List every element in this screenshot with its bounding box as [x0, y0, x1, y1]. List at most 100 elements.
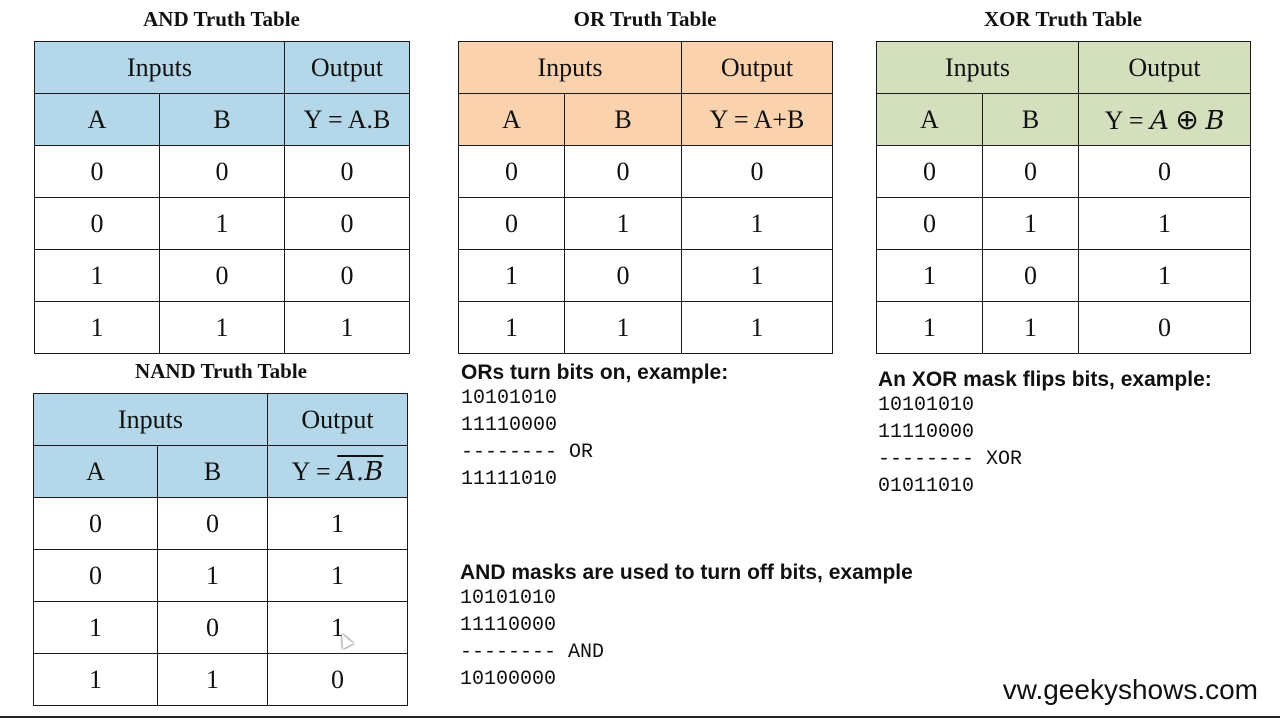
cell: 0: [876, 145, 983, 198]
xor-example-result: 01011010: [878, 475, 975, 498]
or-example: ORs turn bits on, example: 10101010 1111…: [461, 361, 728, 493]
cell: 1: [681, 249, 833, 302]
or-inputs-header: Inputs: [458, 41, 682, 94]
cell: 1: [267, 549, 408, 602]
table-row: 0 0 1: [33, 497, 408, 550]
xor-col-y-b: B: [1205, 106, 1225, 136]
and-example-line1: 10101010: [460, 587, 557, 610]
nand-output-header: Output: [267, 393, 408, 446]
table-row: 1 1 0: [33, 653, 408, 706]
cell: 1: [267, 497, 408, 550]
cell: 1: [681, 197, 833, 250]
cell: 1: [458, 249, 565, 302]
cell: 1: [34, 301, 160, 354]
xor-output-header: Output: [1078, 41, 1251, 94]
cell: 0: [34, 145, 160, 198]
and-table-title: AND Truth Table: [143, 7, 300, 31]
table-row: 1 0 1: [458, 249, 833, 302]
xor-inputs-header: Inputs: [876, 41, 1079, 94]
table-row: 1 0 1: [33, 601, 408, 654]
and-inputs-header: Inputs: [34, 41, 285, 94]
table-row: 0 0 0: [876, 145, 1251, 198]
cell: 0: [458, 197, 565, 250]
table-row: 0 0 0: [34, 145, 410, 198]
xor-col-a: A: [876, 93, 983, 146]
xor-example-separator: -------- XOR: [878, 448, 1023, 471]
cell: 0: [284, 249, 410, 302]
and-output-header: Output: [284, 41, 410, 94]
cell: 1: [564, 197, 682, 250]
cell: 0: [284, 145, 410, 198]
cell: 0: [564, 249, 682, 302]
cell: 0: [159, 249, 285, 302]
or-example-line1: 10101010: [461, 387, 558, 410]
cell: 1: [33, 653, 158, 706]
table-row: 1 1 1: [458, 301, 833, 354]
nand-col-y: Y = A.B: [267, 445, 408, 498]
cell: 1: [876, 301, 983, 354]
and-col-y: Y = A.B: [284, 93, 410, 146]
cell: 1: [157, 653, 268, 706]
and-col-b: B: [159, 93, 285, 146]
and-example: AND masks are used to turn off bits, exa…: [460, 561, 913, 693]
website-watermark: vw.geekyshows.com: [1002, 674, 1258, 705]
cell: 1: [157, 549, 268, 602]
and-example-separator: -------- AND: [460, 641, 605, 664]
nand-col-b: B: [157, 445, 268, 498]
and-example-line2: 11110000: [460, 614, 557, 637]
nand-col-y-expr: A.B: [337, 456, 384, 487]
xor-example-line1: 10101010: [878, 394, 975, 417]
nand-col-y-prefix: Y =: [291, 456, 338, 486]
or-output-header: Output: [681, 41, 833, 94]
and-example-result: 10100000: [460, 668, 557, 691]
and-col-a: A: [34, 93, 160, 146]
table-row: 1 1 1: [34, 301, 410, 354]
or-table-title: OR Truth Table: [573, 7, 717, 31]
cell: 0: [34, 197, 160, 250]
table-row: 0 1 1: [876, 197, 1251, 250]
cell: 1: [33, 601, 158, 654]
cell: 1: [284, 301, 410, 354]
cell: 0: [1078, 145, 1251, 198]
table-row: 0 0 0: [458, 145, 833, 198]
cell: 0: [876, 197, 983, 250]
xor-col-y-prefix: Y =: [1104, 106, 1151, 135]
cell: 0: [159, 145, 285, 198]
nand-table-title: NAND Truth Table: [135, 359, 307, 383]
cell: 0: [33, 549, 158, 602]
nand-col-a: A: [33, 445, 158, 498]
xor-operator-icon: ⊕: [1175, 103, 1199, 136]
table-row: 1 1 0: [876, 301, 1251, 354]
cell: 0: [458, 145, 565, 198]
xor-example-heading: An XOR mask flips bits, example:: [878, 368, 1212, 391]
xor-example: An XOR mask flips bits, example: 1010101…: [878, 368, 1212, 500]
cell: 1: [982, 301, 1079, 354]
cell: 1: [681, 301, 833, 354]
xor-truth-table: Inputs Output A B Y = A ⊕ B 0 0 0 0 1 1 …: [876, 41, 1251, 354]
and-example-heading: AND masks are used to turn off bits, exa…: [460, 561, 913, 584]
xor-example-line2: 11110000: [878, 421, 975, 444]
cell: 1: [1078, 197, 1251, 250]
xor-col-y: Y = A ⊕ B: [1078, 93, 1251, 146]
table-row: 0 1 1: [33, 549, 408, 602]
cell: 1: [564, 301, 682, 354]
cell: 1: [458, 301, 565, 354]
cell: 1: [159, 301, 285, 354]
table-row: 0 1 0: [34, 197, 410, 250]
cell: 1: [876, 249, 983, 302]
xor-col-b: B: [982, 93, 1079, 146]
or-col-b: B: [564, 93, 682, 146]
bottom-divider: [0, 716, 1280, 718]
cell: 0: [157, 497, 268, 550]
or-example-heading: ORs turn bits on, example:: [461, 361, 729, 384]
table-row: 0 1 1: [458, 197, 833, 250]
cell: 0: [681, 145, 833, 198]
nand-truth-table: Inputs Output A B Y = A.B 0 0 1 0 1 1 1 …: [33, 393, 408, 706]
table-row: 1 0 1: [876, 249, 1251, 302]
cell: 0: [982, 145, 1079, 198]
table-row: 1 0 0: [34, 249, 410, 302]
cell: 0: [564, 145, 682, 198]
cell: 0: [284, 197, 410, 250]
cell: 0: [33, 497, 158, 550]
cell: 0: [157, 601, 268, 654]
